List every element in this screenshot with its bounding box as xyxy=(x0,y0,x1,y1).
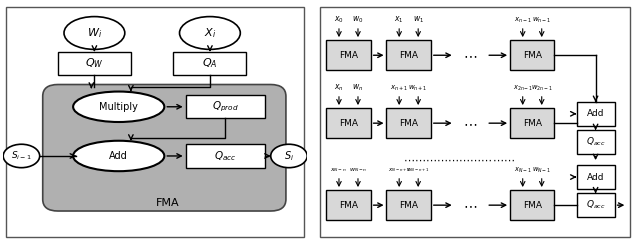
Bar xyxy=(326,108,371,138)
Text: $x_{n-1}$: $x_{n-1}$ xyxy=(514,16,532,25)
Bar xyxy=(577,102,614,125)
Ellipse shape xyxy=(64,17,125,49)
Text: $S_i$: $S_i$ xyxy=(284,149,294,163)
Bar xyxy=(387,190,431,220)
FancyBboxPatch shape xyxy=(6,7,304,237)
Text: $x_0$: $x_0$ xyxy=(334,15,344,25)
Text: $w_{2n-1}$: $w_{2n-1}$ xyxy=(531,83,552,93)
Ellipse shape xyxy=(73,92,164,122)
Text: FMA: FMA xyxy=(156,198,179,208)
Text: $\cdots$: $\cdots$ xyxy=(463,198,477,212)
Bar xyxy=(510,190,554,220)
Bar xyxy=(186,144,265,168)
Text: $x_{n+1}$: $x_{n+1}$ xyxy=(390,83,408,93)
Text: FMA: FMA xyxy=(339,119,358,128)
Bar xyxy=(387,108,431,138)
Text: $Q_A$: $Q_A$ xyxy=(202,57,218,70)
Text: $w_{n+1}$: $w_{n+1}$ xyxy=(408,83,428,93)
Text: $w_0$: $w_0$ xyxy=(352,15,364,25)
Bar xyxy=(186,95,265,119)
Text: $w_{N-n}$: $w_{N-n}$ xyxy=(349,166,367,174)
Text: $\cdots$: $\cdots$ xyxy=(463,48,477,62)
Bar xyxy=(510,40,554,71)
Text: $w_n$: $w_n$ xyxy=(353,83,364,93)
Text: Add: Add xyxy=(109,151,128,161)
Text: FMA: FMA xyxy=(523,201,541,210)
Text: $w_{N-1}$: $w_{N-1}$ xyxy=(532,165,551,175)
Text: $\cdots\cdots\cdots\cdots\cdots\cdots\cdots\cdots\cdots\cdots$: $\cdots\cdots\cdots\cdots\cdots\cdots\cd… xyxy=(403,154,515,164)
Text: $x_1$: $x_1$ xyxy=(394,15,404,25)
Text: $\cdots$: $\cdots$ xyxy=(463,116,477,130)
Text: FMA: FMA xyxy=(339,51,358,60)
Bar xyxy=(577,130,614,154)
Ellipse shape xyxy=(179,17,241,49)
Text: $x_{2n-1}$: $x_{2n-1}$ xyxy=(513,83,533,93)
Text: $w_{N-n+1}$: $w_{N-n+1}$ xyxy=(406,166,430,174)
Text: FMA: FMA xyxy=(523,119,541,128)
Text: $x_{N-1}$: $x_{N-1}$ xyxy=(514,165,532,175)
FancyBboxPatch shape xyxy=(43,84,286,211)
Text: FMA: FMA xyxy=(399,119,418,128)
Bar xyxy=(326,40,371,71)
Ellipse shape xyxy=(73,141,164,171)
FancyBboxPatch shape xyxy=(320,7,630,237)
Text: $X_i$: $X_i$ xyxy=(204,26,216,40)
Text: $x_{N-n+1}$: $x_{N-n+1}$ xyxy=(388,166,410,174)
Bar xyxy=(577,193,614,217)
Text: Add: Add xyxy=(587,109,604,118)
Bar xyxy=(326,190,371,220)
Text: $Q_{acc}$: $Q_{acc}$ xyxy=(586,199,605,211)
Text: $Q_{acc}$: $Q_{acc}$ xyxy=(214,149,236,163)
Ellipse shape xyxy=(3,144,40,168)
Text: $Q_W$: $Q_W$ xyxy=(85,57,104,70)
Text: FMA: FMA xyxy=(339,201,358,210)
Text: $w_{n-1}$: $w_{n-1}$ xyxy=(532,16,552,25)
Bar xyxy=(510,108,554,138)
Text: $w_1$: $w_1$ xyxy=(413,15,424,25)
Text: $x_n$: $x_n$ xyxy=(334,83,344,93)
Bar xyxy=(58,52,131,75)
Text: FMA: FMA xyxy=(399,51,418,60)
Bar xyxy=(173,52,246,75)
Text: $S_{i-1}$: $S_{i-1}$ xyxy=(11,150,32,162)
Text: Multiply: Multiply xyxy=(99,102,138,112)
Bar xyxy=(387,40,431,71)
Text: $W_i$: $W_i$ xyxy=(87,26,102,40)
Text: FMA: FMA xyxy=(399,201,418,210)
Ellipse shape xyxy=(271,144,307,168)
Text: $x_{N-n}$: $x_{N-n}$ xyxy=(330,166,348,174)
Text: FMA: FMA xyxy=(523,51,541,60)
Text: $Q_{prod}$: $Q_{prod}$ xyxy=(212,100,239,114)
Bar xyxy=(577,165,614,189)
Text: $Q_{acc}$: $Q_{acc}$ xyxy=(586,136,605,148)
Text: Add: Add xyxy=(587,173,604,182)
